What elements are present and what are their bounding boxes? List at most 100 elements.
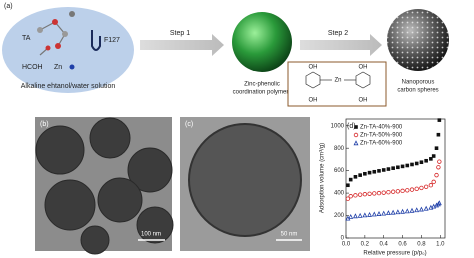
atom — [45, 45, 51, 51]
legend-label: Zn-TA-50%-900 — [360, 133, 403, 139]
f127-icon — [91, 30, 101, 51]
marker — [353, 193, 358, 198]
marker — [431, 179, 436, 185]
marker — [345, 196, 351, 201]
marker — [354, 125, 358, 129]
marker — [372, 169, 377, 174]
tem-spheres — [35, 117, 174, 255]
panel-label: (b) — [40, 121, 49, 128]
molecule-structure — [305, 71, 371, 89]
x-tick-label: 1.0 — [436, 242, 445, 248]
marker — [436, 132, 441, 137]
marker — [363, 171, 367, 176]
label: HCOH — [22, 64, 43, 71]
marker — [405, 188, 410, 193]
marker — [405, 163, 410, 168]
x-tick-label: 0.6 — [398, 242, 407, 248]
green-sphere — [232, 12, 292, 72]
marker — [428, 204, 434, 210]
marker — [423, 205, 429, 211]
x-tick-label: 0.2 — [361, 242, 370, 248]
marker — [352, 213, 358, 219]
plot-frame — [345, 118, 446, 239]
marker — [395, 209, 401, 215]
marker — [376, 211, 382, 216]
marker — [410, 162, 414, 167]
molecule-box — [287, 61, 387, 107]
marker — [358, 173, 362, 177]
marker — [385, 210, 391, 216]
y-tick-label: 400 — [334, 191, 345, 197]
marker — [400, 164, 405, 169]
label: F127 — [104, 37, 120, 44]
marker — [348, 194, 353, 199]
marker — [431, 203, 437, 209]
label: TA — [22, 35, 31, 42]
marker — [353, 140, 359, 146]
marker — [396, 165, 400, 170]
marker — [434, 202, 439, 208]
marker — [409, 207, 415, 213]
x-tick-label: 0.4 — [380, 242, 389, 248]
marker — [400, 208, 406, 214]
marker — [381, 210, 387, 216]
marker — [348, 177, 353, 182]
marker — [414, 186, 419, 192]
marker — [404, 208, 410, 214]
marker — [428, 183, 434, 188]
label: Nanoporous — [402, 80, 435, 86]
marker — [409, 187, 415, 192]
pores — [387, 9, 449, 71]
legend-label: Zn-TA-60%-900 — [360, 141, 403, 147]
marker — [390, 189, 396, 194]
label: Zinc-phenolic — [244, 82, 280, 88]
atom — [55, 43, 61, 49]
marker — [386, 167, 391, 171]
panel-label: (a) — [4, 3, 13, 10]
marker — [362, 192, 368, 197]
y-tick-label: 600 — [334, 168, 345, 174]
marker — [376, 190, 382, 196]
label: OH — [309, 65, 318, 71]
x-tick-label: 0.8 — [417, 242, 426, 248]
marker — [437, 159, 442, 164]
marker — [423, 184, 429, 190]
y-tick-label: 800 — [334, 146, 345, 152]
marker — [371, 211, 377, 217]
marker — [367, 191, 372, 196]
x-tick-label: 0.0 — [342, 242, 351, 248]
label: OH — [359, 98, 368, 104]
marker — [424, 158, 428, 163]
atom — [37, 27, 43, 33]
marker — [434, 172, 439, 178]
x-axis-title: Relative pressure (p/p₀) — [363, 251, 426, 257]
scale-label: 100 nm — [141, 232, 161, 238]
atom — [52, 19, 58, 25]
marker — [377, 169, 381, 173]
legend-label: Zn-TA-40%-900 — [360, 125, 403, 131]
label: Zn — [54, 64, 62, 71]
marker — [436, 165, 441, 170]
marker — [346, 183, 350, 188]
marker — [434, 146, 439, 150]
marker — [419, 160, 424, 165]
arrow — [300, 34, 382, 56]
marker — [362, 212, 368, 218]
label: OH — [359, 65, 368, 71]
label: Step 1 — [170, 30, 190, 37]
panel-label: (d) — [347, 123, 356, 130]
label: carbon spheres — [397, 88, 438, 94]
label: Zn — [334, 78, 341, 84]
label: OH — [309, 98, 318, 104]
marker — [372, 191, 377, 196]
marker — [391, 166, 395, 170]
marker — [437, 118, 442, 122]
marker — [414, 161, 419, 166]
solution-ellipse — [2, 7, 134, 93]
marker — [353, 175, 358, 179]
marker — [353, 132, 359, 138]
panel-label: (c) — [185, 121, 193, 128]
marker — [357, 212, 363, 218]
label: coordination polymers — [233, 90, 292, 96]
